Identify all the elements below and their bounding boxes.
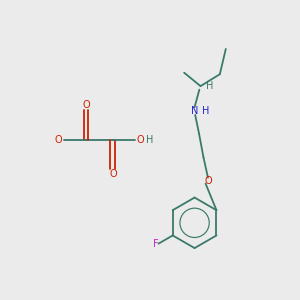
- Text: O: O: [204, 176, 212, 186]
- Text: O: O: [136, 135, 144, 145]
- Text: O: O: [109, 169, 117, 179]
- Text: H: H: [202, 106, 210, 116]
- Text: H: H: [206, 81, 214, 91]
- Text: F: F: [153, 238, 159, 249]
- Text: H: H: [146, 135, 154, 145]
- Text: O: O: [55, 135, 63, 145]
- Text: O: O: [82, 100, 90, 110]
- Text: N: N: [191, 106, 198, 116]
